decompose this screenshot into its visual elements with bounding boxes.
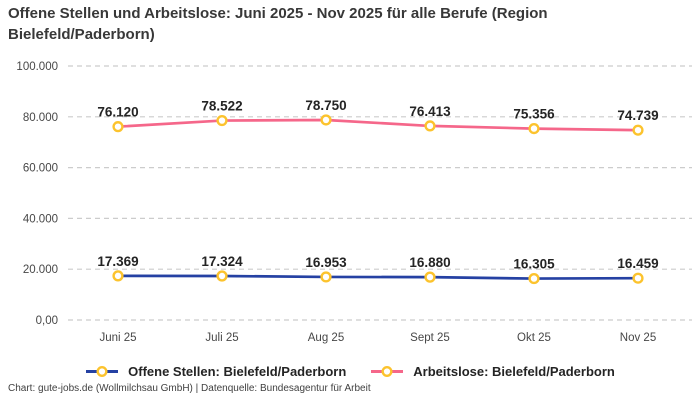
data-point-label: 78.522 <box>201 99 242 114</box>
legend-item-offene-stellen: Offene Stellen: Bielefeld/Paderborn <box>85 364 346 379</box>
legend-line-marker-icon <box>371 365 404 377</box>
data-point-label: 17.369 <box>97 254 138 269</box>
y-tick-label: 40.000 <box>23 213 58 225</box>
data-point-label: 75.356 <box>513 107 555 122</box>
x-tick-label: Sept 25 <box>410 332 450 344</box>
data-point-marker <box>320 271 332 283</box>
data-point-marker <box>528 122 540 135</box>
data-point-label: 16.459 <box>617 256 658 271</box>
series-line <box>116 274 640 280</box>
data-point-label: 76.413 <box>409 104 451 119</box>
y-tick-label: 20.000 <box>23 264 58 276</box>
y-tick-label: 80.000 <box>23 112 58 124</box>
data-point-marker <box>216 270 228 282</box>
x-tick-label: Okt 25 <box>517 332 551 344</box>
y-tick-label: 0,00 <box>36 315 58 327</box>
data-point-marker <box>216 114 228 127</box>
legend-label: Offene Stellen: Bielefeld/Paderborn <box>128 363 347 379</box>
chart-legend: Offene Stellen: Bielefeld/Paderborn Arbe… <box>0 360 700 382</box>
data-point-marker <box>528 272 540 285</box>
data-point-label: 16.305 <box>513 257 555 272</box>
data-point-label: 16.880 <box>409 255 450 270</box>
x-tick-label: Nov 25 <box>620 332 656 344</box>
legend-line-marker-icon <box>86 365 119 377</box>
data-point-marker <box>632 272 644 284</box>
legend-label: Arbeitslose: Bielefeld/Paderborn <box>413 363 615 379</box>
data-point-marker <box>112 270 124 282</box>
chart-title: Offene Stellen und Arbeitslose: Juni 202… <box>8 5 548 43</box>
legend-item-arbeitslose: Arbeitslose: Bielefeld/Paderborn <box>370 364 615 379</box>
data-point-marker <box>424 271 436 283</box>
data-point-label: 76.120 <box>97 105 138 120</box>
data-point-label: 17.324 <box>201 254 243 269</box>
data-point-marker <box>632 124 644 136</box>
chart-attribution: Chart: gute-jobs.de (Wollmilchsau GmbH) … <box>8 383 371 394</box>
data-point-label: 16.953 <box>305 255 347 270</box>
data-point-marker <box>424 120 436 132</box>
data-point-label: 74.739 <box>617 108 658 123</box>
data-point-label: 78.750 <box>305 98 346 113</box>
data-point-marker <box>320 114 332 126</box>
series-line <box>116 118 640 132</box>
x-tick-label: Aug 25 <box>308 332 344 344</box>
y-tick-label: 60.000 <box>23 163 58 175</box>
data-point-marker <box>112 121 124 133</box>
x-tick-label: Juli 25 <box>205 332 238 344</box>
y-tick-label: 100.000 <box>16 61 58 73</box>
x-tick-label: Juni 25 <box>99 332 136 344</box>
